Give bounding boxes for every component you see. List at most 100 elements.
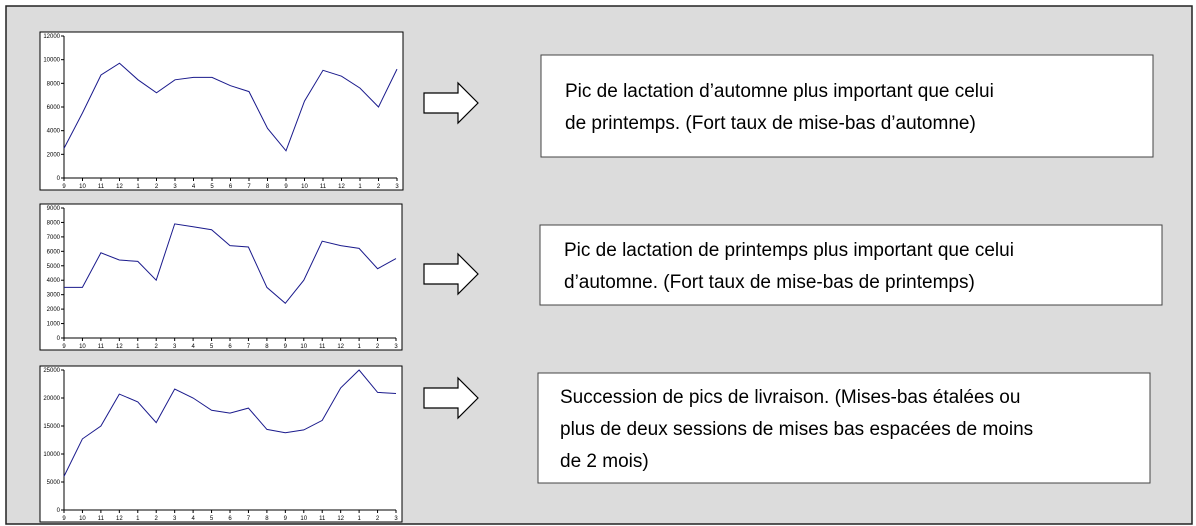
y-tick-label: 5000	[47, 264, 61, 270]
arrow	[423, 81, 479, 125]
x-tick-label: 12	[338, 184, 345, 190]
y-tick-label: 0	[57, 336, 61, 342]
y-tick-label: 4000	[47, 129, 61, 135]
x-tick-label: 2	[155, 516, 159, 522]
x-tick-label: 5	[210, 184, 214, 190]
note-box	[539, 224, 1163, 306]
x-tick-label: 9	[62, 184, 66, 190]
x-tick-label: 2	[155, 184, 159, 190]
x-tick-label: 7	[247, 184, 251, 190]
note-text: de printemps. (Fort taux de mise-bas d’a…	[565, 113, 976, 134]
x-tick-label: 1	[358, 184, 362, 190]
y-tick-label: 0	[57, 176, 61, 182]
x-tick-label: 7	[247, 344, 251, 350]
x-tick-label: 3	[173, 184, 177, 190]
note-text: Pic de lactation de printemps plus impor…	[564, 240, 1014, 261]
x-tick-label: 10	[79, 344, 86, 350]
x-tick-label: 3	[394, 516, 398, 522]
y-tick-label: 10000	[43, 452, 60, 458]
y-tick-label: 10000	[43, 58, 60, 64]
x-tick-label: 9	[62, 344, 66, 350]
y-tick-label: 6000	[47, 249, 61, 255]
y-tick-label: 8000	[47, 81, 61, 87]
x-tick-label: 3	[395, 184, 399, 190]
y-tick-label: 2000	[47, 307, 61, 313]
note-text: Succession de pics de livraison. (Mises-…	[560, 387, 1020, 408]
y-tick-label: 1000	[47, 322, 61, 328]
series-line	[63, 62, 398, 152]
x-tick-label: 11	[98, 516, 105, 522]
arrow	[423, 376, 479, 420]
x-tick-label: 3	[173, 344, 177, 350]
x-tick-label: 7	[247, 516, 251, 522]
x-tick-label: 12	[337, 344, 344, 350]
x-tick-label: 11	[98, 184, 105, 190]
y-tick-label: 4000	[47, 278, 61, 284]
x-tick-label: 10	[300, 344, 307, 350]
chart-frame	[39, 365, 403, 523]
x-tick-label: 9	[284, 344, 288, 350]
y-tick-label: 9000	[47, 206, 61, 212]
x-tick-label: 8	[265, 516, 269, 522]
note-box	[540, 54, 1154, 158]
x-tick-label: 12	[116, 184, 123, 190]
x-tick-label: 9	[284, 184, 288, 190]
x-tick-label: 8	[265, 344, 269, 350]
x-tick-label: 4	[191, 516, 195, 522]
x-tick-label: 3	[173, 516, 177, 522]
note-text: de 2 mois)	[560, 451, 649, 472]
x-tick-label: 1	[136, 184, 140, 190]
x-tick-label: 3	[394, 344, 398, 350]
chart-frame	[39, 31, 404, 191]
y-tick-label: 15000	[43, 424, 60, 430]
x-tick-label: 5	[210, 516, 214, 522]
x-tick-label: 5	[210, 344, 214, 350]
x-tick-label: 2	[376, 516, 380, 522]
x-tick-label: 4	[191, 344, 195, 350]
x-tick-label: 6	[228, 516, 232, 522]
x-tick-label: 9	[284, 516, 288, 522]
x-tick-label: 6	[228, 344, 232, 350]
x-tick-label: 2	[376, 344, 380, 350]
note-text: plus de deux sessions de mises bas espac…	[560, 419, 1033, 440]
y-tick-label: 0	[57, 508, 61, 514]
x-tick-label: 1	[136, 516, 140, 522]
y-tick-label: 20000	[43, 396, 60, 402]
arrow	[423, 252, 479, 296]
x-tick-label: 6	[229, 184, 233, 190]
x-tick-label: 9	[62, 516, 66, 522]
y-tick-label: 7000	[47, 235, 61, 241]
x-tick-label: 10	[79, 516, 86, 522]
x-tick-label: 10	[300, 516, 307, 522]
x-tick-label: 2	[155, 344, 159, 350]
y-tick-label: 2000	[47, 152, 61, 158]
x-tick-label: 11	[319, 516, 326, 522]
y-tick-label: 12000	[43, 34, 60, 40]
x-tick-label: 12	[116, 344, 123, 350]
x-tick-label: 11	[319, 344, 326, 350]
x-tick-label: 4	[192, 184, 196, 190]
y-tick-label: 5000	[47, 480, 61, 486]
y-tick-label: 8000	[47, 220, 61, 226]
x-tick-label: 1	[357, 344, 361, 350]
x-tick-label: 8	[266, 184, 270, 190]
y-tick-label: 25000	[43, 368, 60, 374]
x-tick-label: 12	[116, 516, 123, 522]
x-tick-label: 10	[301, 184, 308, 190]
note-text: Pic de lactation d’automne plus importan…	[565, 81, 994, 102]
series-line	[64, 223, 397, 305]
x-tick-label: 2	[377, 184, 381, 190]
note-text: d’automne. (Fort taux de mise-bas de pri…	[564, 272, 975, 293]
x-tick-label: 11	[320, 184, 327, 190]
note-box	[537, 372, 1151, 484]
chart-frame	[39, 203, 403, 351]
x-tick-label: 1	[136, 344, 140, 350]
x-tick-label: 12	[337, 516, 344, 522]
x-tick-label: 11	[98, 344, 105, 350]
y-tick-label: 6000	[47, 105, 61, 111]
x-tick-label: 1	[357, 516, 361, 522]
x-tick-label: 10	[79, 184, 86, 190]
y-tick-label: 3000	[47, 293, 61, 299]
